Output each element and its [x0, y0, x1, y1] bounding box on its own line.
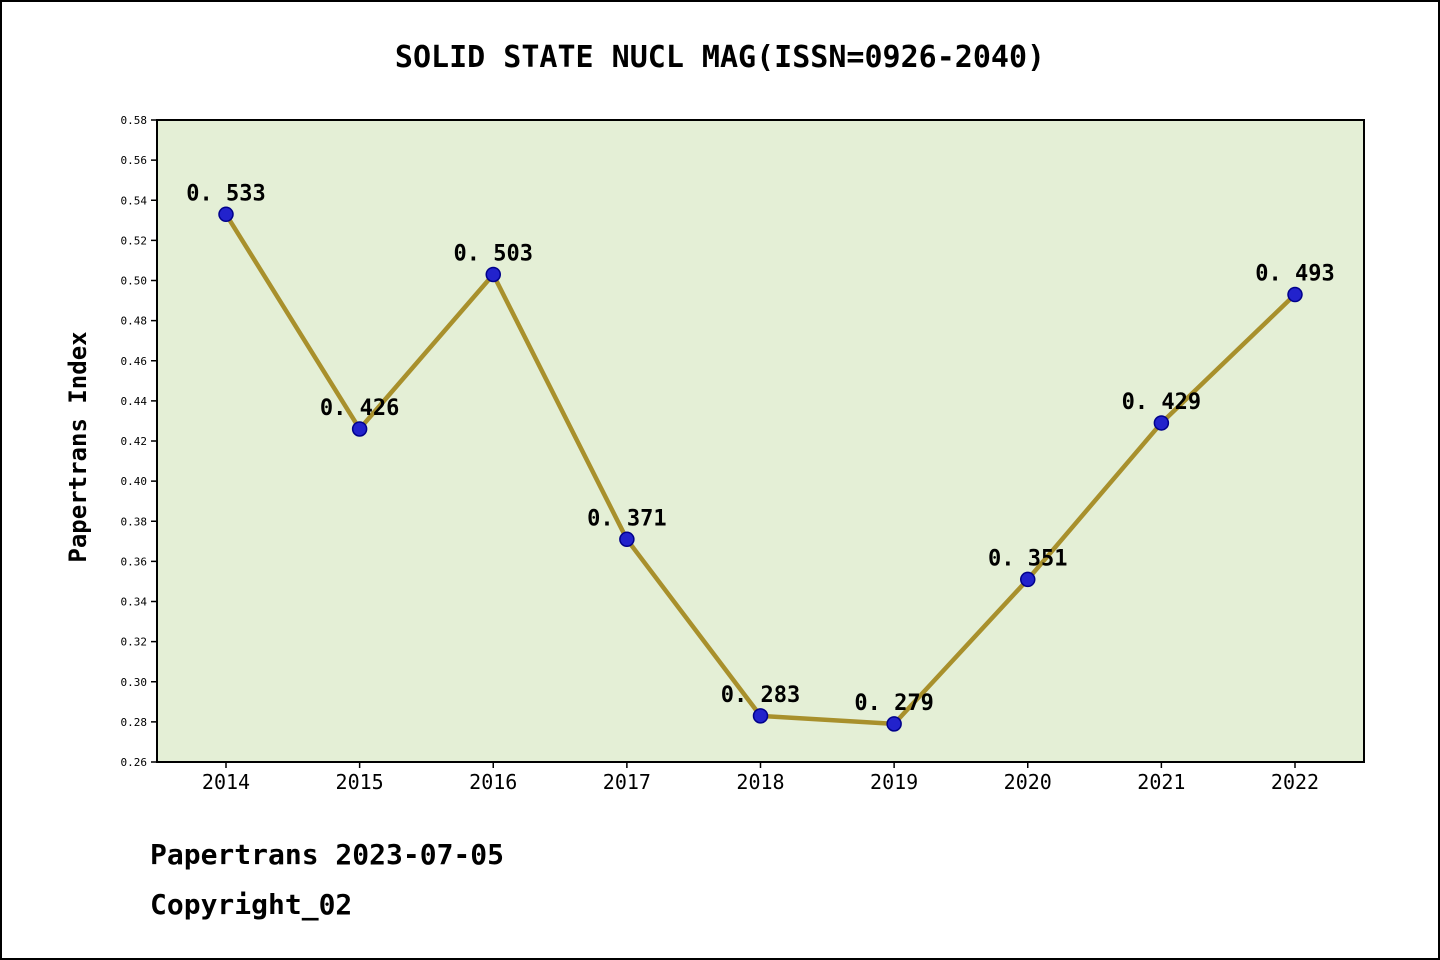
y-tick-label: 0.58 [121, 114, 148, 127]
y-tick-label: 0.46 [121, 355, 148, 368]
data-point-label: 0. 429 [1122, 390, 1201, 415]
x-tick-label: 2019 [870, 770, 918, 794]
y-tick-label: 0.36 [121, 555, 148, 568]
y-tick-label: 0.48 [121, 315, 148, 328]
data-point [1020, 571, 1036, 588]
y-tick-label: 0.42 [121, 435, 148, 448]
y-tick-label: 0.44 [121, 395, 148, 408]
data-point-label: 0. 503 [454, 241, 533, 266]
data-point [1287, 286, 1303, 303]
data-point [1153, 415, 1170, 431]
y-tick-label: 0.38 [121, 515, 148, 528]
data-point-label: 0. 426 [320, 396, 399, 421]
data-point-label: 0. 371 [587, 506, 666, 531]
footer-date: Papertrans 2023-07-05 [150, 838, 505, 871]
y-tick-label: 0.32 [121, 636, 148, 649]
x-tick-label: 2018 [736, 770, 784, 794]
chart-title: SOLID STATE NUCL MAG(ISSN=0926-2040) [394, 40, 1046, 75]
y-tick-label: 0.28 [121, 716, 148, 729]
x-tick-label: 2014 [202, 770, 250, 794]
data-point-label: 0. 533 [186, 181, 265, 206]
y-tick-label: 0.54 [121, 194, 148, 207]
plot-area [156, 119, 1365, 763]
y-tick-label: 0.26 [121, 756, 148, 769]
data-point-label: 0. 493 [1255, 262, 1334, 287]
data-point-label: 0. 351 [988, 546, 1067, 571]
data-point-label: 0. 283 [721, 683, 800, 708]
y-tick-label: 0.34 [121, 596, 148, 609]
x-tick-label: 2020 [1004, 770, 1052, 794]
y-tick-label: 0.52 [121, 234, 148, 247]
data-point [886, 716, 902, 732]
footer-copyright: Copyright_02 [150, 888, 353, 921]
x-tick-label: 2016 [469, 770, 517, 794]
y-tick-label: 0.40 [121, 475, 148, 488]
x-tick-label: 2022 [1271, 770, 1319, 794]
data-point-label: 0. 279 [854, 691, 933, 716]
x-tick-label: 2015 [336, 770, 384, 794]
y-tick-label: 0.50 [121, 275, 148, 288]
y-axis-label: Papertrans Index [64, 331, 92, 563]
x-tick-label: 2017 [603, 770, 651, 794]
data-point [218, 206, 234, 223]
data-point [351, 421, 368, 437]
y-tick-label: 0.30 [121, 676, 148, 689]
y-tick-label: 0.56 [121, 154, 148, 167]
data-point [752, 708, 769, 724]
data-point [619, 531, 635, 548]
data-point [485, 266, 501, 283]
x-tick-label: 2021 [1137, 770, 1185, 794]
